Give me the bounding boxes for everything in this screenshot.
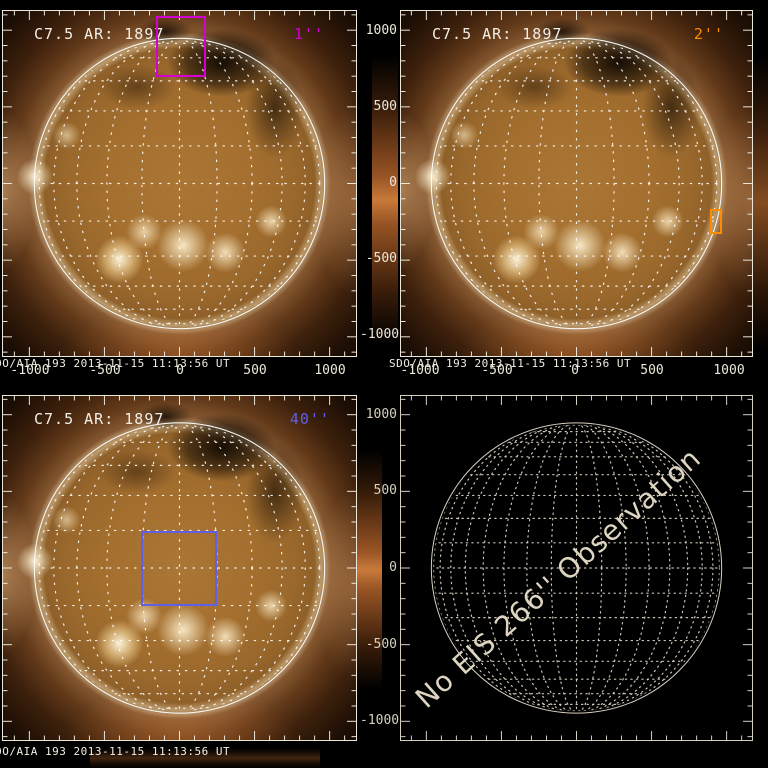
axis-tick-label: 500 (373, 483, 397, 498)
panel-bottom-left: C7.5 AR: 1897 40'' (2, 395, 357, 741)
axis-tick-label: 500 (243, 363, 267, 378)
axis-tick-label: -1000 (10, 363, 50, 378)
panel-bottom-right (400, 395, 753, 741)
timestamp-label: SDO/AIA 193 2013-11-15 11:13:56 UT (389, 357, 632, 370)
timestamp-label: SDO/AIA 193 2013-11-15 11:13:56 UT (0, 745, 231, 758)
panel-title: C7.5 AR: 1897 (432, 25, 563, 43)
panel-title: C7.5 AR: 1897 (34, 25, 165, 43)
panel-top-left: C7.5 AR: 1897 1'' (2, 10, 357, 357)
axis-tick-label: -500 (365, 251, 397, 266)
fov-size-label: 1'' (293, 25, 324, 43)
axis-tick-label: 0 (176, 363, 184, 378)
axis-tick-label: -1000 (360, 327, 400, 342)
axis-tick-label: 1000 (713, 363, 745, 378)
axis-tick-label: 1000 (365, 23, 397, 38)
heliographic-grid (3, 11, 356, 356)
axis-tick-label: -500 (365, 637, 397, 652)
axis-tick-label: -1000 (360, 713, 400, 728)
axis-tick-label: -500 (481, 363, 513, 378)
axis-tick-label: 500 (373, 99, 397, 114)
axis-tick-label: 0 (389, 175, 397, 190)
axis-tick-label: -1000 (400, 363, 440, 378)
heliographic-grid (401, 11, 752, 356)
fov-box-1arcsec (156, 16, 206, 77)
timestamp-label: SDO/AIA 193 2013-11-15 11:13:56 UT (0, 357, 231, 370)
axis-tick-label: 1000 (314, 363, 346, 378)
fov-box-40arcsec (141, 531, 217, 606)
corona-bleed-strip-right (753, 55, 768, 350)
fov-size-label: 2'' (693, 25, 724, 43)
axis-tick-label: 0 (389, 560, 397, 575)
axis-tick-label: 0 (571, 363, 579, 378)
axis-tick-label: 1000 (365, 407, 397, 422)
axis-tick-label: 500 (640, 363, 664, 378)
panel-title: C7.5 AR: 1897 (34, 410, 165, 428)
fov-box-2arcsec (710, 209, 722, 234)
fov-size-label: 40'' (289, 410, 330, 428)
panel-top-right: C7.5 AR: 1897 2'' (400, 10, 753, 357)
heliographic-grid (3, 396, 356, 740)
axis-tick-label: -500 (89, 363, 121, 378)
heliographic-grid-empty (401, 396, 752, 740)
